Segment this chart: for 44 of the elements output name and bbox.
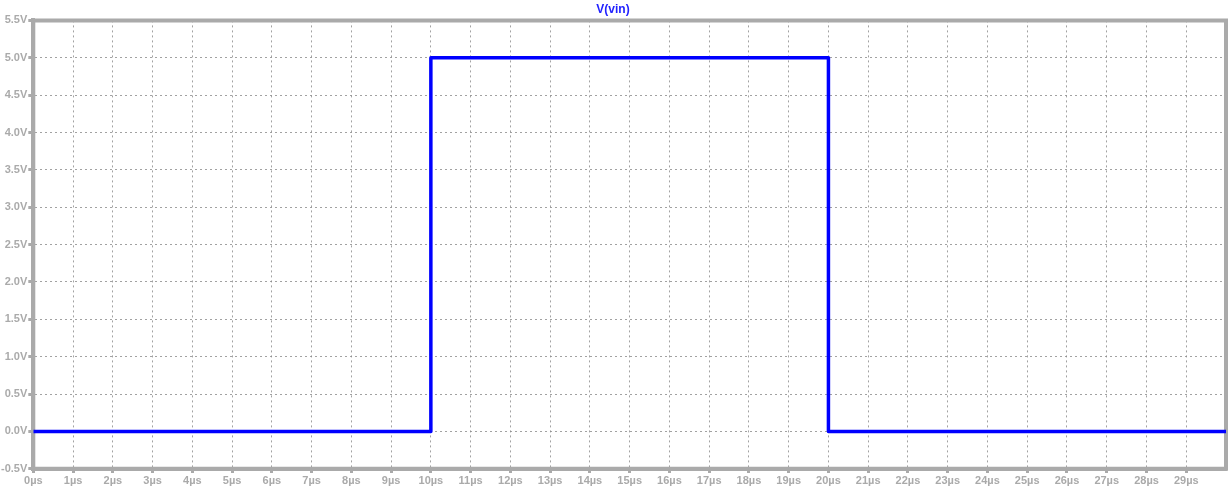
x-tick-label: 12µs: [498, 474, 523, 487]
y-tick-label: 1.5V: [4, 312, 28, 325]
x-tick-label: 23µs: [935, 474, 961, 487]
y-tick-label: -0.5V: [0, 461, 28, 474]
x-tick-label: 8µs: [342, 474, 361, 487]
chart-title: V(vin): [596, 1, 630, 16]
y-tick-label: 5.0V: [4, 50, 28, 63]
x-tick-label: 9µs: [381, 474, 401, 487]
y-tick-label: 4.5V: [4, 88, 28, 101]
x-tick-label: 15µs: [617, 474, 642, 487]
x-tick-label: 1µs: [63, 474, 83, 487]
x-tick-label: 7µs: [302, 474, 321, 487]
y-tick-label: 0.5V: [4, 387, 28, 400]
x-tick-label: 2µs: [103, 474, 123, 487]
y-tick-label: 2.0V: [4, 275, 28, 287]
x-tick-label: 21µs: [855, 474, 881, 487]
y-tick-label: 5.5V: [4, 13, 28, 26]
x-tick-label: 22µs: [895, 474, 921, 487]
x-tick-label: 19µs: [776, 474, 802, 487]
x-tick-label: 28µs: [1134, 474, 1159, 487]
x-tick-label: 5µs: [222, 474, 242, 487]
x-tick-label: 17µs: [696, 474, 722, 487]
y-tick-label: 2.5V: [4, 237, 28, 250]
x-tick-label: 27µs: [1094, 474, 1120, 487]
x-tick-label: 13µs: [537, 474, 563, 487]
x-tick-label: 24µs: [975, 474, 1000, 487]
x-tick-label: 14µs: [577, 474, 603, 487]
x-tick-label: 10µs: [418, 474, 444, 487]
y-tick-label: 0.0V: [4, 424, 28, 437]
x-tick-label: 11µs: [458, 474, 483, 487]
x-tick-label: 0µs: [24, 474, 43, 487]
x-tick-label: 25µs: [1014, 474, 1040, 487]
y-tick-label: 1.0V: [4, 349, 28, 362]
y-tick-label: 3.5V: [4, 162, 28, 175]
x-tick-label: 29µs: [1173, 474, 1199, 487]
x-tick-label: 20µs: [816, 474, 841, 487]
x-tick-label: 4µs: [183, 474, 202, 487]
x-tick-label: 6µs: [262, 474, 282, 487]
x-tick-label: 26µs: [1054, 474, 1080, 487]
x-tick-label: 3µs: [143, 474, 162, 487]
x-tick-label: 16µs: [657, 474, 682, 487]
y-tick-label: 3.0V: [4, 200, 28, 213]
y-tick-label: 4.0V: [4, 125, 28, 138]
x-tick-label: 18µs: [736, 474, 762, 487]
